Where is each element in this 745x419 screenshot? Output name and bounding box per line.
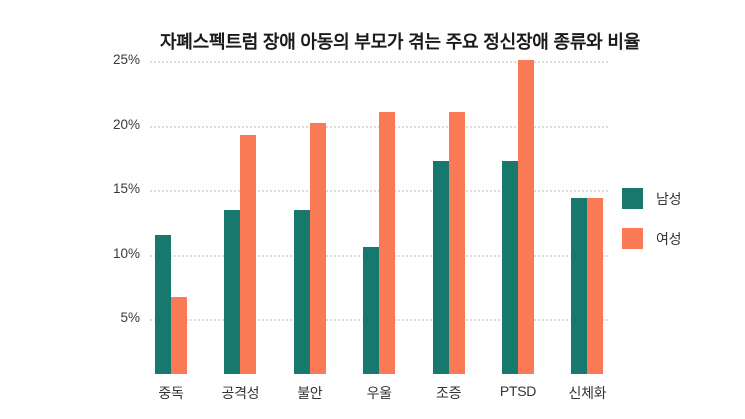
legend-swatch-female bbox=[622, 228, 643, 249]
bar-여성-불안 bbox=[309, 123, 326, 374]
bar-여성-우울 bbox=[379, 111, 396, 374]
x-axis-category-label: PTSD bbox=[499, 383, 537, 399]
x-axis-category-label: 불안 bbox=[297, 385, 323, 401]
x-axis-category-label: 중독 bbox=[158, 385, 184, 401]
bar-남성-PTSD bbox=[502, 160, 518, 374]
legend-label-female: 여성 bbox=[656, 230, 682, 247]
gridline bbox=[150, 190, 608, 193]
x-axis-category-label: 공격성 bbox=[221, 385, 260, 401]
legend-swatch-male bbox=[622, 188, 643, 209]
gridline bbox=[150, 61, 608, 64]
x-axis-category-label: 우울 bbox=[366, 385, 392, 401]
y-axis-tick-label: 20% bbox=[112, 116, 140, 132]
bar-여성-PTSD bbox=[518, 60, 534, 374]
y-axis-tick-label: 10% bbox=[112, 245, 140, 261]
bar-남성-공격성 bbox=[224, 209, 241, 374]
bar-여성-신체화 bbox=[587, 198, 604, 374]
bar-여성-중독 bbox=[171, 297, 187, 374]
bar-남성-신체화 bbox=[571, 198, 588, 374]
y-axis-tick-label: 25% bbox=[112, 52, 140, 68]
chart-title: 자폐스펙트럼 장애 아동의 부모가 겪는 주요 정신장애 종류와 비율 bbox=[159, 32, 641, 52]
gridline bbox=[150, 125, 608, 128]
bar-남성-중독 bbox=[155, 235, 171, 374]
bar-남성-우울 bbox=[363, 247, 380, 374]
legend-label-male: 남성 bbox=[656, 190, 682, 207]
legend-item-female: 여성 bbox=[622, 228, 681, 249]
y-axis-tick-label: 5% bbox=[120, 310, 140, 326]
x-axis-category-label: 신체화 bbox=[568, 385, 607, 401]
bar-남성-조증 bbox=[432, 160, 449, 374]
plot-area bbox=[150, 55, 608, 374]
x-axis-category-label: 조증 bbox=[436, 385, 462, 401]
legend: 남성 여성 bbox=[622, 188, 681, 249]
legend-item-male: 남성 bbox=[622, 188, 681, 209]
bar-여성-조증 bbox=[448, 111, 465, 374]
y-axis-tick-label: 15% bbox=[112, 181, 140, 197]
bar-여성-공격성 bbox=[240, 134, 257, 374]
bar-남성-불안 bbox=[293, 209, 310, 374]
